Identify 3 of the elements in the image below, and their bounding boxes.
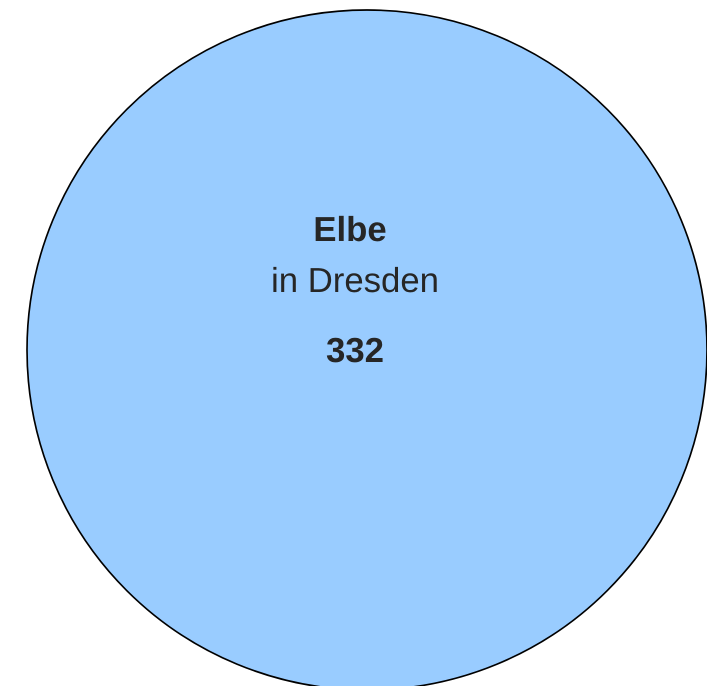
category-label: Elbe bbox=[316, 216, 386, 242]
data-label: 332 bbox=[326, 338, 383, 362]
text: in Dresden bbox=[273, 266, 437, 292]
